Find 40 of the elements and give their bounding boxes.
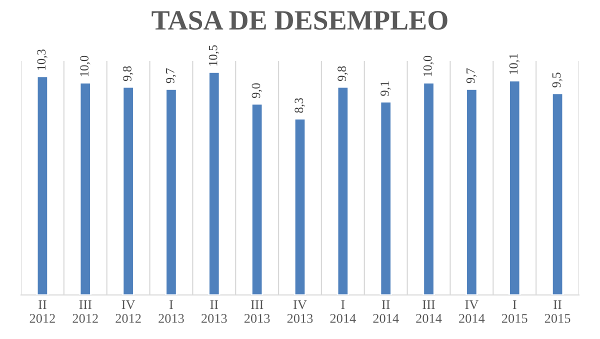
- bar: [551, 92, 564, 295]
- bar: [336, 86, 349, 295]
- data-label: 10,0: [423, 56, 434, 76]
- bar: [251, 103, 264, 295]
- data-label: 10,3: [37, 49, 48, 70]
- bar: [165, 88, 178, 295]
- x-tick-label: III 2014: [416, 300, 442, 323]
- data-label: 10,1: [509, 54, 520, 74]
- bar: [508, 80, 521, 295]
- bar: [122, 86, 134, 295]
- x-tick-label: IV 2013: [287, 300, 313, 323]
- x-tick-label: I 2015: [502, 300, 528, 323]
- data-label: 9,8: [338, 66, 348, 82]
- bar: [36, 76, 49, 295]
- bar: [466, 88, 478, 295]
- data-label: 10,0: [80, 56, 90, 76]
- x-tick-label: IV 2012: [116, 300, 141, 323]
- chart-title: TASA DE DESEMPLEO: [152, 11, 448, 30]
- bar: [208, 71, 220, 295]
- bar: [79, 82, 92, 295]
- x-tick-label: III 2012: [72, 300, 98, 323]
- data-label: 9,1: [380, 81, 391, 96]
- data-label: 9,7: [466, 68, 477, 84]
- bar: [422, 82, 435, 295]
- x-tick-label: III 2013: [244, 300, 270, 323]
- x-tick-label: II 2013: [202, 300, 227, 323]
- bar: [294, 118, 306, 295]
- data-label: 9,8: [123, 66, 134, 82]
- x-tick-label: I 2013: [158, 300, 184, 323]
- x-tick-label: II 2014: [373, 300, 399, 323]
- data-label: 9,0: [252, 83, 262, 98]
- data-label: 10,5: [208, 45, 220, 66]
- data-label: 9,5: [552, 72, 562, 88]
- bar: [380, 101, 392, 295]
- data-label: 8,3: [294, 98, 305, 113]
- x-tick-label: II 2015: [544, 300, 570, 323]
- data-label: 9,7: [166, 68, 176, 84]
- x-tick-label: IV 2014: [459, 300, 485, 323]
- x-tick-label: I 2014: [330, 300, 356, 323]
- x-tick-label: II 2012: [30, 300, 55, 323]
